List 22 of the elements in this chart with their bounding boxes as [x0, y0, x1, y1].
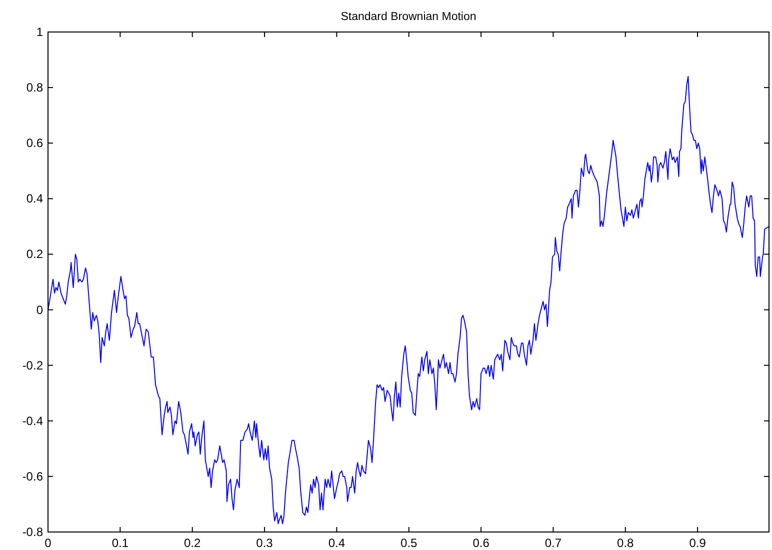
x-tick-label: 0.2 [184, 536, 202, 550]
y-tick-label: -0.6 [22, 469, 44, 484]
y-tick-label: 0.2 [26, 247, 44, 262]
y-tick-label: 0 [36, 302, 44, 317]
y-tick-label: 0.8 [26, 80, 44, 95]
chart-title: Standard Brownian Motion [340, 11, 476, 23]
y-tick-label: 0.4 [26, 192, 44, 206]
y-tick-label: -0.4 [22, 414, 44, 428]
x-tick-label: 0.9 [689, 536, 706, 550]
y-tick-label: 1 [36, 25, 44, 39]
x-tick-label: 0.7 [544, 536, 562, 550]
x-tick-label: 0 [44, 536, 52, 550]
y-tick-label: 0.6 [26, 136, 44, 150]
line-series [48, 76, 769, 524]
x-tick-label: 0.5 [400, 536, 418, 550]
x-tick-label: 0.4 [328, 536, 346, 550]
x-tick-label: 0.6 [472, 536, 490, 550]
y-tick-label: -0.8 [22, 525, 44, 539]
x-tick-label: 0.1 [112, 536, 129, 550]
x-tick-label: 0.8 [617, 536, 634, 550]
y-tick-label: -0.2 [22, 358, 44, 372]
x-tick-label: 0.3 [256, 536, 274, 550]
